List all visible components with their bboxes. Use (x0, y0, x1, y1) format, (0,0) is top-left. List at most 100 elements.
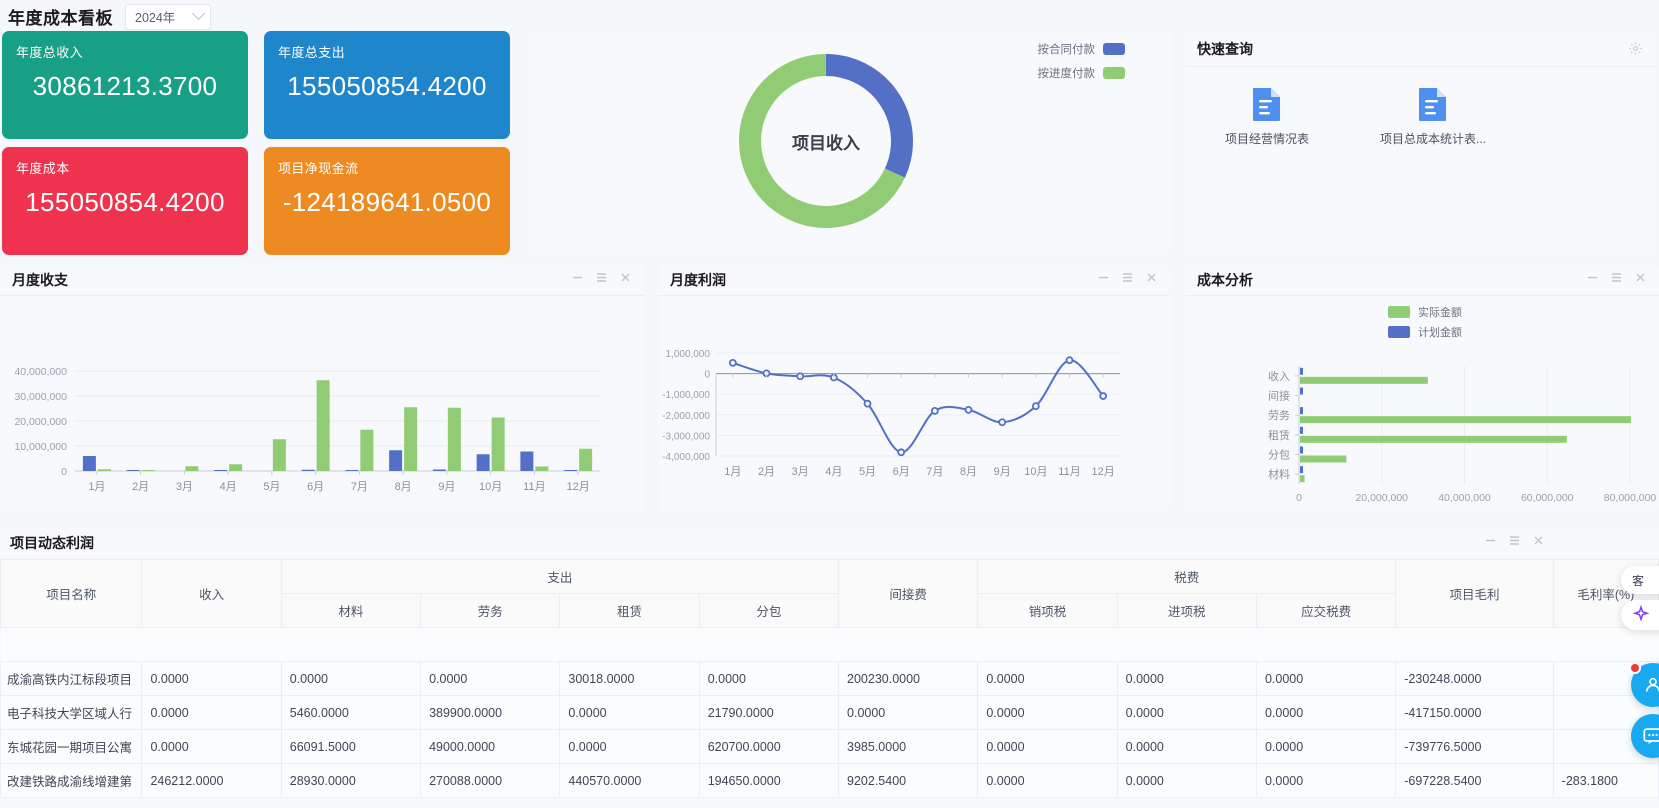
donut-chart[interactable]: 项目收入 (726, 41, 926, 241)
table-row[interactable]: 成渝高铁内江标段项目 0.0000 0.0000 0.0000 30018.0000 0.… (0, 661, 1659, 696)
sparkle-icon (1632, 604, 1650, 626)
quick-query-panel: 快速查询 项目经营情况表 (1185, 31, 1657, 255)
floating-chat-button[interactable] (1631, 714, 1659, 758)
cost-analysis-chart[interactable]: 实际金额 计划金额 0 20,000,000 40,000,000 60,000,000 8… (1185, 296, 1659, 511)
quick-query-item-total-cost-report[interactable]: 项目总成本统计表... (1379, 87, 1487, 147)
document-icon (1418, 87, 1448, 121)
table-row[interactable]: 东城花园一期项目公寓 0.0000 66091.5000 49000.0000 0.00… (0, 729, 1659, 764)
floating-user-button[interactable] (1629, 662, 1659, 707)
chevron-down-icon (192, 7, 205, 21)
svg-text:11月: 11月 (523, 481, 545, 493)
table-header-row-2: 材料 劳务 租赁 分包 销项税 进项税 应交税费 (1, 593, 1659, 628)
legend-item-progress[interactable]: 按进度付款 (1038, 65, 1125, 81)
svg-text:0: 0 (61, 466, 67, 478)
project-dynamic-profit-panel: 项目动态利润 (0, 527, 1659, 808)
kpi-card-grid: 年度总收入 30861213.3700 年度总支出 155050854.4200… (2, 31, 522, 255)
svg-text:10,000,000: 10,000,000 (14, 441, 67, 453)
cell-labor: 0.0000 (420, 661, 561, 696)
floating-service-button[interactable]: 客 (1621, 566, 1659, 594)
cell-indirect: 9202.5400 (838, 763, 979, 798)
menu-icon[interactable] (1610, 271, 1623, 289)
floating-assistant-button[interactable] (1621, 600, 1659, 630)
cell-payable-tax: 0.0000 (1255, 729, 1397, 764)
svg-text:0: 0 (704, 370, 710, 381)
svg-text:-3,000,000: -3,000,000 (662, 431, 710, 442)
cell-gross-profit: -417150.0000 (1395, 695, 1554, 730)
table-row[interactable]: 电子科技大学区域人行 0.0000 5460.0000 389900.0000 0.00… (0, 695, 1659, 730)
monthly-profit-panel: 月度利润 1,000,000 0 -1,000,000 -2,000,000 -3,00… (658, 265, 1170, 511)
th-income[interactable]: 收入 (141, 559, 282, 628)
svg-text:2月: 2月 (758, 466, 775, 478)
quick-query-items: 项目经营情况表 项目总成本统计表... (1185, 67, 1657, 147)
minimize-icon[interactable] (1484, 534, 1497, 552)
svg-text:60,000,000: 60,000,000 (1521, 492, 1574, 504)
monthly-balance-chart[interactable]: 0 10,000,000 20,000,000 30,000,000 40,000,00… (0, 296, 644, 511)
cell-gross-profit: -739776.5000 (1395, 729, 1554, 764)
user-icon (1645, 677, 1659, 692)
cell-material: 28930.0000 (280, 763, 422, 798)
th-labor[interactable]: 劳务 (420, 593, 561, 628)
table-row[interactable]: 改建铁路成渝线增建第 246212.0000 28930.0000 270088.00… (0, 763, 1659, 798)
cell-subcontract: 194650.0000 (698, 763, 840, 798)
legend-swatch-green (1103, 67, 1125, 79)
kpi-card-annual-cost[interactable]: 年度成本 155050854.4200 (2, 147, 248, 255)
cell-input-tax: 0.0000 (1116, 729, 1257, 764)
close-icon[interactable] (619, 271, 632, 289)
monthly-profit-chart[interactable]: 1,000,000 0 -1,000,000 -2,000,000 -3,000,000… (658, 296, 1170, 511)
quick-query-item-label: 项目经营情况表 (1224, 132, 1309, 146)
th-lease[interactable]: 租赁 (559, 593, 700, 628)
gear-icon[interactable] (1628, 41, 1643, 56)
legend-item-contract[interactable]: 按合同付款 (1038, 41, 1125, 57)
menu-icon[interactable] (595, 271, 608, 289)
minimize-icon[interactable] (1097, 271, 1110, 289)
cell-indirect: 200230.0000 (838, 661, 979, 696)
cell-output-tax: 0.0000 (977, 661, 1118, 696)
cell-payable-tax: 0.0000 (1255, 695, 1397, 730)
kpi-card-annual-income[interactable]: 年度总收入 30861213.3700 (2, 31, 248, 139)
menu-icon[interactable] (1508, 534, 1521, 552)
close-icon[interactable] (1634, 271, 1647, 289)
th-output-tax[interactable]: 销项税 (977, 593, 1118, 628)
kpi-card-net-cash-flow[interactable]: 项目净现金流 -124189641.0500 (264, 147, 510, 255)
minimize-icon[interactable] (1586, 271, 1599, 289)
cell-lease: 440570.0000 (559, 763, 700, 798)
close-icon[interactable] (1145, 271, 1158, 289)
cell-input-tax: 0.0000 (1116, 695, 1257, 730)
kpi-card-annual-expense[interactable]: 年度总支出 155050854.4200 (264, 31, 510, 139)
cell-labor: 49000.0000 (420, 729, 561, 764)
svg-text:收入: 收入 (1268, 369, 1290, 383)
svg-text:40,000,000: 40,000,000 (14, 366, 67, 378)
th-input-tax[interactable]: 进项税 (1116, 593, 1257, 628)
monthly-profit-header: 月度利润 (658, 265, 1170, 296)
cell-gross-profit: -697228.5400 (1395, 763, 1554, 798)
cell-labor: 389900.0000 (420, 695, 561, 730)
th-project-name[interactable]: 项目名称 (0, 559, 143, 628)
window-controls (1484, 534, 1545, 552)
project-dynamic-profit-table: 项目名称 收入 支出 间接费 税费 项目毛利 毛利率(%) 材料 劳务 租赁 分… (0, 559, 1659, 798)
svg-text:12月: 12月 (1092, 466, 1115, 478)
menu-icon[interactable] (1121, 271, 1134, 289)
th-indirect-fee[interactable]: 间接费 (838, 559, 979, 628)
th-group-expense: 支出 (280, 559, 840, 594)
legend-swatch-blue (1103, 43, 1125, 55)
kpi-label: 项目净现金流 (278, 161, 359, 176)
monthly-balance-header: 月度收支 (0, 265, 644, 296)
cell-lease: 0.0000 (559, 695, 700, 730)
page-title: 年度成本看板 (8, 9, 113, 28)
window-controls (571, 271, 632, 289)
cell-output-tax: 0.0000 (977, 763, 1118, 798)
table-header-bar: 项目动态利润 (0, 527, 1659, 559)
th-subcontract[interactable]: 分包 (698, 593, 840, 628)
year-select[interactable]: 2024年 (125, 3, 211, 30)
minimize-icon[interactable] (571, 271, 584, 289)
svg-text:实际金额: 实际金额 (1418, 305, 1462, 319)
th-material[interactable]: 材料 (280, 593, 422, 628)
close-icon[interactable] (1532, 534, 1545, 552)
th-gross-profit[interactable]: 项目毛利 (1395, 559, 1554, 628)
kpi-label: 年度成本 (16, 161, 70, 176)
quick-query-item-operation-report[interactable]: 项目经营情况表 (1213, 87, 1321, 147)
cell-income: 0.0000 (141, 695, 282, 730)
svg-text:8月: 8月 (960, 466, 977, 478)
th-payable-tax[interactable]: 应交税费 (1255, 593, 1397, 628)
